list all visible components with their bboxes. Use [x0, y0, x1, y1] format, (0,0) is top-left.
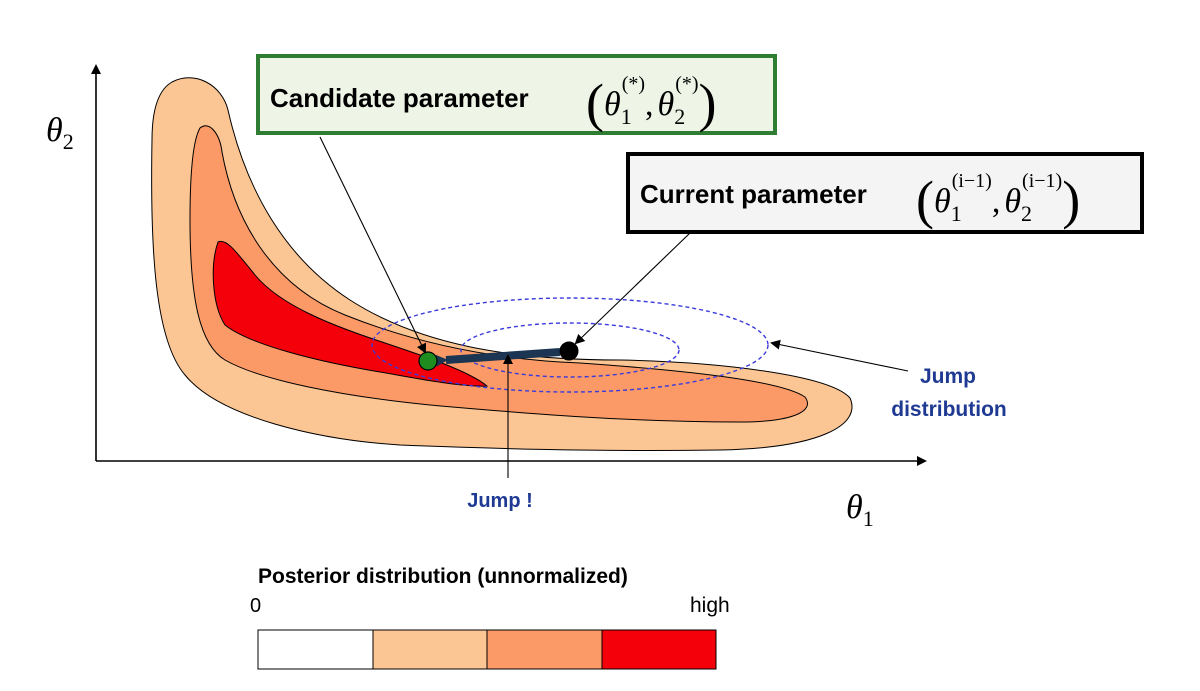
- candidate-parameter-box: Candidate parameter (θ1(*), θ2(*)): [256, 54, 777, 135]
- posterior-legend: Posterior distribution (unnormalized) 0 …: [250, 565, 730, 670]
- current-parameter-box: Current parameter (θ1(i−1), θ2(i−1)): [626, 152, 1144, 234]
- x-axis-label: θ1: [846, 489, 874, 531]
- current-parameter-formula: (θ1(i−1), θ2(i−1)): [916, 170, 1080, 230]
- current-point: [559, 341, 579, 361]
- jump-bang-label: Jump !: [467, 490, 533, 512]
- current-pointer-line: [574, 232, 691, 345]
- legend-swatch-0: [257, 629, 374, 670]
- y-axis-label: θ2: [46, 112, 74, 154]
- legend-title: Posterior distribution (unnormalized): [258, 565, 628, 588]
- legend-high-label: high: [690, 594, 730, 617]
- legend-low-label: 0: [250, 595, 261, 617]
- jump-distribution-label-line2: distribution: [891, 398, 1006, 421]
- current-parameter-label: Current parameter: [640, 179, 867, 209]
- candidate-parameter-label: Candidate parameter: [270, 83, 529, 113]
- candidate-pointer-line: [319, 136, 426, 354]
- legend-swatch-1: [372, 629, 488, 670]
- jump-distribution-inner: [460, 322, 680, 378]
- legend-swatch-3: [601, 629, 717, 670]
- posterior-contour-high: [212, 240, 489, 387]
- candidate-point: [418, 351, 438, 371]
- jump-distribution-pointer-line: [770, 339, 909, 372]
- candidate-parameter-formula: (θ1(*), θ2(*)): [586, 73, 717, 133]
- jump-distribution-label-line1: Jump: [920, 365, 976, 388]
- jump-distribution-outer: [371, 297, 769, 393]
- legend-swatch-2: [486, 629, 603, 670]
